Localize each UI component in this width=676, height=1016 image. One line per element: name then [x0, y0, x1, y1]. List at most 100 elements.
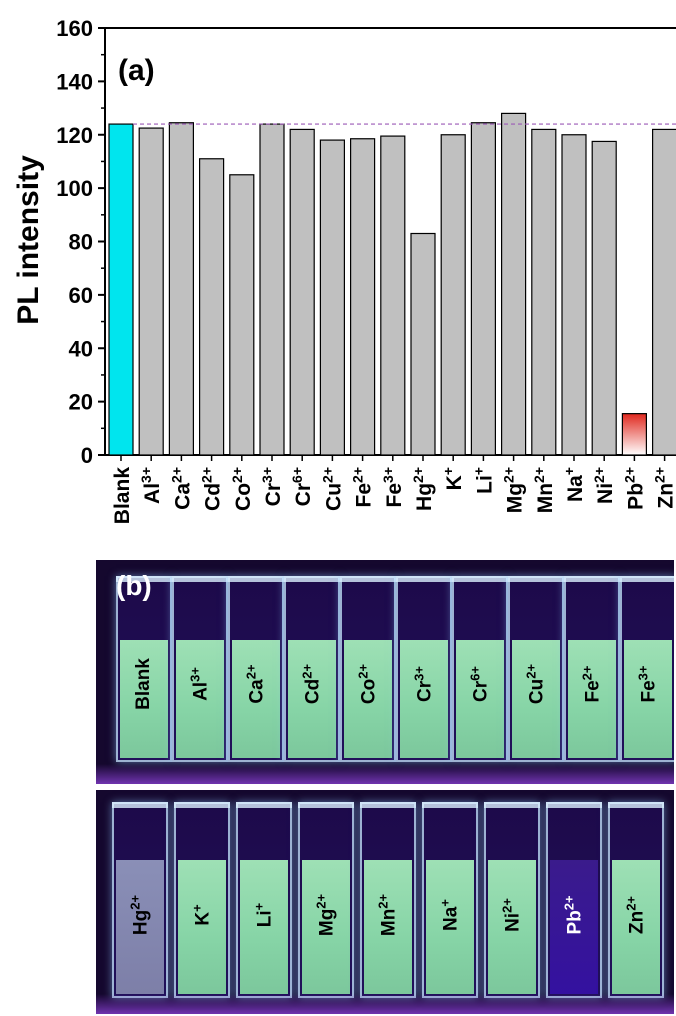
cuvette-label: Hg2+ — [127, 895, 152, 936]
cuvette-label: Cu2+ — [523, 663, 548, 704]
x-tick-label: Co2+ — [229, 467, 255, 511]
bar-ca-2plus — [168, 122, 194, 456]
bar-co-2plus — [229, 174, 255, 456]
cuvette-rim — [228, 576, 284, 582]
x-tick-label: Ca2+ — [168, 467, 194, 510]
bar-mn-2plus — [531, 128, 557, 456]
photo-panel-bottom-row: Hg2+ K+ Li+ Mg2+ Mn2+ Na+ Ni2+ Pb2+ Zn2+ — [96, 790, 674, 1014]
cuvette-label: Mn2+ — [375, 894, 400, 937]
cuvette-rim — [564, 576, 620, 582]
x-tick-label: Ni2+ — [591, 467, 617, 504]
y-tick-label: 0 — [81, 443, 93, 468]
cuvette-rim — [284, 576, 340, 582]
cuvette-rim — [484, 802, 540, 808]
x-tick-label: Mg2+ — [501, 467, 527, 513]
bar-cr-6plus — [289, 128, 315, 456]
bar-cd-2plus — [199, 158, 225, 456]
x-tick-label: Cr6+ — [289, 467, 315, 506]
cuvette-rim — [174, 802, 230, 808]
cuvette-blank: Blank — [116, 576, 172, 762]
bar-k-plus — [440, 134, 466, 456]
cuvette-label: Al3+ — [187, 666, 212, 701]
x-tick-label: Al3+ — [138, 467, 164, 504]
uv-glow — [96, 764, 674, 784]
cuvette-label: Zn2+ — [623, 896, 648, 935]
cuvette-label: Li+ — [251, 903, 276, 928]
cuvette-solution — [426, 860, 474, 994]
x-tick-label: Mn2+ — [531, 467, 557, 513]
y-tick-label: 120 — [56, 123, 93, 148]
photo-panel-label: (b) — [116, 570, 152, 601]
cuvette-solution — [240, 860, 288, 994]
cuvette-solution — [400, 640, 448, 758]
y-tick-label: 60 — [69, 283, 93, 308]
x-tick-label: K+ — [440, 467, 466, 490]
y-tick-label: 80 — [69, 230, 93, 255]
cuvette-ca: Ca2+ — [228, 576, 284, 762]
cuvette-mg: Mg2+ — [298, 802, 354, 998]
cuvette-label: Na+ — [437, 899, 462, 932]
cuvette-ni: Ni2+ — [484, 802, 540, 998]
y-tick-label: 100 — [56, 176, 93, 201]
cuvette-solution — [624, 640, 672, 758]
cuvette-solution — [612, 860, 660, 994]
bar-hg-2plus — [410, 232, 436, 456]
cuvette-solution — [488, 860, 536, 994]
cuvette-label: K+ — [189, 904, 214, 927]
x-tick-label: Hg2+ — [410, 467, 436, 511]
cuvette-solution — [232, 640, 280, 758]
x-tick-label: Fe2+ — [350, 467, 376, 507]
bar-chart: 0 20 40 60 80 100 120 140 160 Blank Al3+Ca2+Cd2+Co… — [12, 16, 676, 525]
cuvette-rim — [508, 576, 564, 582]
cuvette-solution — [116, 860, 164, 994]
x-tick-label: Na+ — [561, 467, 587, 502]
cuvette-rim — [620, 576, 674, 582]
bar-mg-2plus — [501, 112, 527, 456]
x-tick-label: Fe3+ — [380, 467, 406, 507]
cuvette-na: Na+ — [422, 802, 478, 998]
cuvette-cu: Cu2+ — [508, 576, 564, 762]
chart-panel-label: (a) — [118, 54, 155, 87]
cuvette-rim — [452, 576, 508, 582]
cuvette-rim — [546, 802, 602, 808]
cuvette-label: Ni2+ — [499, 898, 524, 933]
cuvette-solution — [176, 640, 224, 758]
cuvette-label: Cr6+ — [467, 665, 492, 702]
cuvette-k: K+ — [174, 802, 230, 998]
x-tick-label: Blank — [111, 467, 134, 525]
photo-panel-top-row: (b) Blank Al3+ Ca2+ Cd2+ Co2+ Cr3+ Cr6+ Cu2+ Fe2… — [96, 560, 674, 784]
cuvette-cr: Cr3+ — [396, 576, 452, 762]
x-tick-label: Pb2+ — [621, 467, 647, 510]
cuvette-rim — [360, 802, 416, 808]
cuvette-label: Cd2+ — [299, 663, 324, 704]
cuvette-li: Li+ — [236, 802, 292, 998]
cuvette-rim — [116, 576, 172, 582]
cuvette-solution — [288, 640, 336, 758]
bar-al-3plus — [138, 127, 164, 456]
cuvette-rim — [396, 576, 452, 582]
cuvette-solution — [344, 640, 392, 758]
cuvette-rim — [112, 802, 168, 808]
cuvette-fe: Fe2+ — [564, 576, 620, 762]
cuvette-rim — [422, 802, 478, 808]
cuvette-co: Co2+ — [340, 576, 396, 762]
cuvette-label: Blank — [133, 657, 154, 710]
cuvette-label: Cr3+ — [411, 665, 436, 702]
cuvette-rim — [236, 802, 292, 808]
cuvette-cd: Cd2+ — [284, 576, 340, 762]
bar-cr-3plus — [259, 123, 285, 456]
bar-na-plus — [561, 134, 587, 456]
x-tick-label: Cd2+ — [199, 467, 225, 511]
cuvette-solution — [178, 860, 226, 994]
y-tick-label: 20 — [69, 390, 93, 415]
bar-ni-2plus — [591, 140, 617, 456]
x-tick-label: Zn2+ — [652, 467, 676, 509]
x-tick-label: Cr3+ — [259, 467, 285, 506]
cuvette-solution — [550, 860, 598, 994]
x-tick-label: Li+ — [470, 467, 496, 494]
bar-cu-2plus — [319, 139, 345, 456]
cuvette-rim — [298, 802, 354, 808]
cuvette-label: Ca2+ — [243, 663, 268, 704]
cuvette-rim — [340, 576, 396, 582]
uv-glow — [96, 994, 674, 1014]
